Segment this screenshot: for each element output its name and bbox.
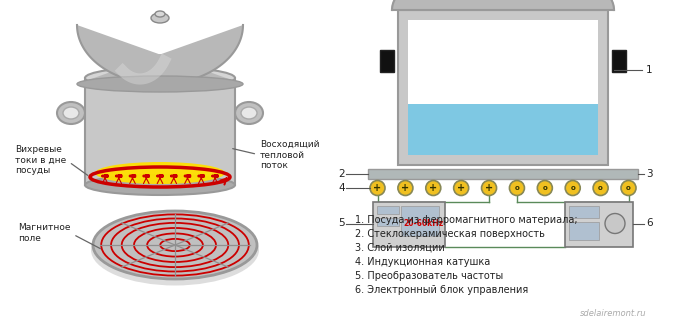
- Text: +: +: [429, 183, 437, 193]
- Text: 6: 6: [646, 218, 653, 229]
- Text: 6. Электронный блок управления: 6. Электронный блок управления: [355, 285, 528, 295]
- Ellipse shape: [85, 175, 235, 195]
- Ellipse shape: [370, 181, 385, 196]
- Ellipse shape: [57, 102, 85, 124]
- Text: o: o: [543, 185, 547, 191]
- Text: +: +: [401, 183, 409, 193]
- Bar: [569, 221, 599, 240]
- Ellipse shape: [77, 76, 243, 92]
- Polygon shape: [392, 0, 614, 10]
- Bar: [565, 201, 633, 246]
- Bar: [401, 205, 439, 235]
- Bar: [612, 50, 626, 72]
- Ellipse shape: [85, 67, 235, 89]
- Bar: [380, 50, 394, 72]
- Ellipse shape: [398, 181, 413, 196]
- Bar: [569, 205, 599, 217]
- Text: 5: 5: [339, 218, 345, 229]
- Text: Магнитное
поле: Магнитное поле: [18, 223, 101, 249]
- Text: o: o: [598, 185, 603, 191]
- Text: 2. Стеклокерамическая поверхность: 2. Стеклокерамическая поверхность: [355, 229, 545, 239]
- Polygon shape: [77, 25, 243, 84]
- Bar: [373, 201, 445, 246]
- Text: o: o: [515, 185, 520, 191]
- Text: +: +: [373, 183, 381, 193]
- Ellipse shape: [91, 215, 259, 286]
- Text: sdelairemont.ru: sdelairemont.ru: [580, 309, 647, 318]
- Text: Восходящий
тепловой
поток: Восходящий тепловой поток: [233, 140, 320, 170]
- Text: 3. Слой изоляции: 3. Слой изоляции: [355, 243, 445, 253]
- Text: 1. Посуда из ферромагнитного материала;: 1. Посуда из ферромагнитного материала;: [355, 215, 577, 225]
- Ellipse shape: [426, 181, 441, 196]
- Bar: [377, 217, 399, 226]
- Text: o: o: [626, 185, 631, 191]
- Bar: [85, 78, 235, 185]
- Ellipse shape: [509, 181, 524, 196]
- Ellipse shape: [565, 181, 580, 196]
- Ellipse shape: [454, 181, 469, 196]
- Text: o: o: [571, 185, 575, 191]
- Ellipse shape: [235, 102, 263, 124]
- Ellipse shape: [605, 214, 625, 233]
- Ellipse shape: [593, 181, 608, 196]
- Text: Вихревые
токи в дне
посуды: Вихревые токи в дне посуды: [15, 145, 88, 175]
- Ellipse shape: [537, 181, 552, 196]
- Text: 3: 3: [646, 169, 653, 179]
- Text: +: +: [457, 183, 465, 193]
- Text: 4. Индукционная катушка: 4. Индукционная катушка: [355, 257, 490, 267]
- Bar: [377, 205, 399, 214]
- Bar: [398, 10, 608, 165]
- Ellipse shape: [63, 107, 79, 119]
- Ellipse shape: [241, 107, 257, 119]
- Ellipse shape: [93, 211, 257, 279]
- Bar: [408, 20, 598, 155]
- Ellipse shape: [151, 13, 169, 23]
- Ellipse shape: [95, 162, 225, 184]
- Text: 5. Преобразователь частоты: 5. Преобразователь частоты: [355, 271, 503, 281]
- Text: 2: 2: [339, 169, 345, 179]
- Text: 1: 1: [646, 65, 653, 75]
- Ellipse shape: [155, 11, 165, 17]
- Text: 4: 4: [339, 183, 345, 193]
- Bar: [408, 104, 598, 155]
- Ellipse shape: [621, 181, 636, 196]
- Bar: [368, 169, 638, 179]
- Text: 20-60kHz: 20-60kHz: [403, 219, 443, 228]
- Ellipse shape: [481, 181, 496, 196]
- Text: +: +: [485, 183, 493, 193]
